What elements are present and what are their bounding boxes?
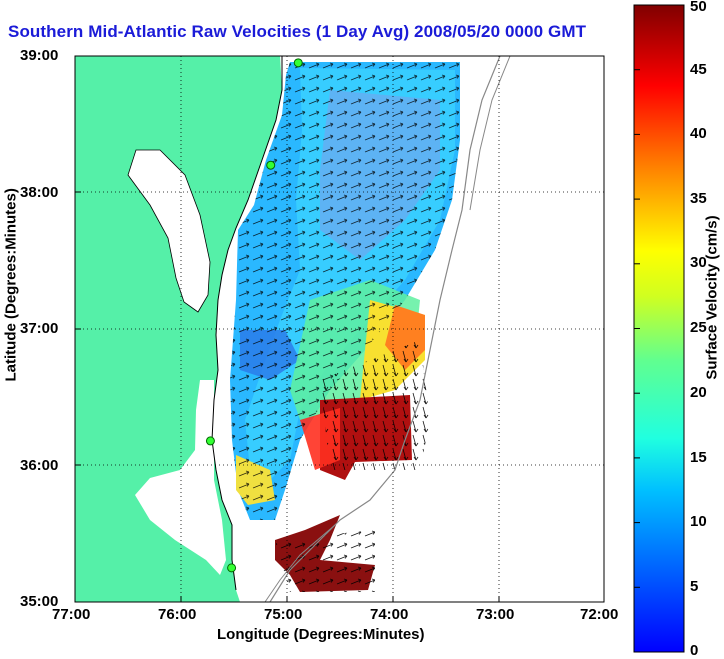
lat-tick-label: 37:00 xyxy=(20,320,59,337)
colorbar-tick-label: 0 xyxy=(690,642,699,659)
hatteras-station xyxy=(227,563,237,573)
map-title: Southern Mid-Atlantic Raw Velocities (1 … xyxy=(8,22,587,41)
lon-tick-label: 73:00 xyxy=(476,606,515,623)
colorbar-tick-label: 20 xyxy=(690,384,707,401)
pamlico-sound xyxy=(135,380,226,575)
lon-tick-label: 77:00 xyxy=(52,606,91,623)
delmarva-station xyxy=(266,160,276,170)
colorbar-tick-label: 30 xyxy=(690,254,707,271)
colorbar-tick-label: 35 xyxy=(690,190,707,207)
y-axis-label: Latitude (Degrees:Minutes) xyxy=(2,188,20,382)
colorbar-tick-label: 40 xyxy=(690,125,707,142)
grid-lines xyxy=(75,56,604,602)
chesapeake-bay xyxy=(128,150,210,312)
isobath-lines xyxy=(269,56,501,602)
station-markers xyxy=(205,58,303,573)
lat-tick-label: 36:00 xyxy=(20,457,59,474)
colorbar-tick-label: 50 xyxy=(690,0,707,15)
colorbar-tick-label: 10 xyxy=(690,513,707,530)
duck-station xyxy=(205,436,215,446)
lon-tick-label: 76:00 xyxy=(158,606,197,623)
colorbar-tick-label: 15 xyxy=(690,449,707,466)
colorbar-label: Surface Velocity (cm/s) xyxy=(703,215,721,380)
lon-tick-label: 74:00 xyxy=(370,606,409,623)
x-axis-label: Longitude (Degrees:Minutes) xyxy=(217,626,425,643)
lat-tick-label: 35:00 xyxy=(20,593,59,610)
lon-tick-label: 75:00 xyxy=(264,606,303,623)
lat-tick-label: 39:00 xyxy=(20,47,59,64)
colorbar-tick-label: 45 xyxy=(690,61,707,78)
colorbar-tick-label: 25 xyxy=(690,319,707,336)
colorbar xyxy=(633,4,685,653)
land-mass xyxy=(75,56,282,602)
lon-tick-label: 72:00 xyxy=(580,606,619,623)
lat-tick-label: 38:00 xyxy=(20,184,59,201)
colorbar-tick-label: 5 xyxy=(690,578,699,595)
north-station xyxy=(293,58,303,68)
